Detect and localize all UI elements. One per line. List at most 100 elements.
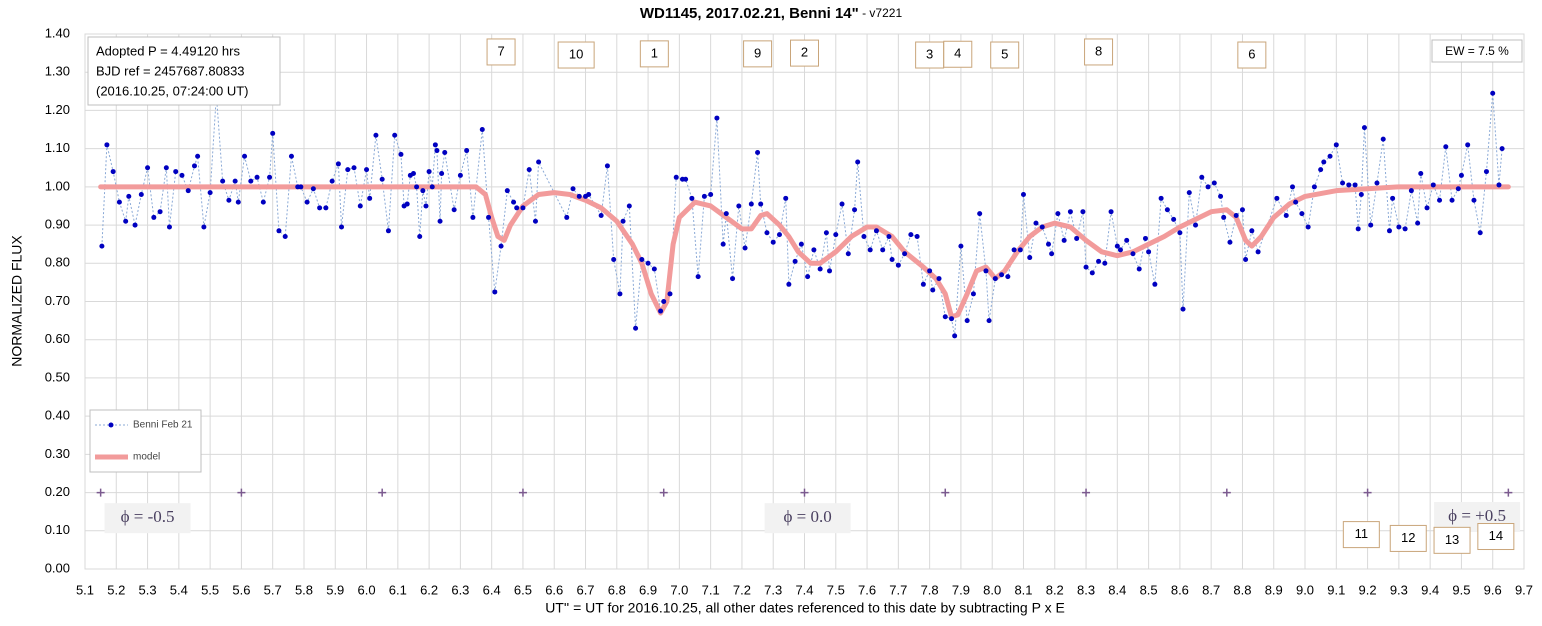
dip-label: 14 (1489, 528, 1503, 543)
data-point (351, 165, 357, 171)
data-point (839, 201, 845, 207)
data-point (1067, 209, 1073, 215)
data-point (310, 186, 316, 192)
data-point (1005, 274, 1011, 280)
y-tick-label: 1.30 (45, 64, 70, 79)
data-point (426, 169, 432, 175)
data-point (1396, 224, 1402, 230)
data-point (1352, 182, 1358, 188)
data-point (1039, 224, 1045, 230)
data-point (1046, 241, 1052, 247)
legend-label: model (133, 452, 160, 463)
data-point (1096, 258, 1102, 264)
data-point (126, 193, 132, 199)
x-axis-label: UT'' = UT for 2016.10.25, all other date… (545, 600, 1065, 616)
data-point (708, 192, 714, 197)
dip-label: 13 (1445, 532, 1459, 547)
x-tick-label: 5.1 (76, 582, 94, 597)
data-point (1274, 195, 1280, 201)
x-tick-label: 5.7 (264, 582, 282, 597)
data-point (776, 232, 782, 238)
data-point (163, 165, 169, 171)
data-point (260, 199, 266, 205)
data-point (620, 218, 626, 224)
data-point (1152, 281, 1158, 287)
data-point (742, 245, 748, 251)
data-point (1221, 214, 1227, 220)
data-point (145, 165, 151, 171)
x-tick-label: 6.5 (514, 582, 532, 597)
data-point (1358, 192, 1364, 197)
data-point (99, 243, 105, 249)
data-point (1249, 228, 1255, 234)
data-point (855, 159, 861, 165)
x-tick-label: 7.5 (827, 582, 845, 597)
x-tick-label: 7.3 (764, 582, 782, 597)
data-point (345, 167, 351, 173)
data-point (335, 161, 341, 167)
data-point (730, 276, 736, 282)
x-tick-label: 6.8 (608, 582, 626, 597)
data-point (1374, 180, 1380, 186)
data-point (1089, 270, 1095, 276)
data-point (288, 153, 294, 159)
data-point (514, 205, 520, 211)
phase-label-box (104, 503, 191, 534)
data-point (423, 203, 429, 209)
data-point (1496, 182, 1502, 188)
phase-marker (800, 488, 809, 497)
data-point (570, 186, 576, 192)
data-point (786, 281, 792, 287)
data-point (185, 188, 191, 194)
data-point (586, 192, 592, 197)
data-point (748, 201, 754, 207)
data-point (267, 174, 273, 180)
data-point (1311, 184, 1317, 190)
data-point (736, 203, 742, 209)
data-point (1055, 211, 1061, 217)
data-point (880, 247, 886, 253)
data-point (492, 289, 498, 295)
data-point (110, 169, 116, 175)
data-point (104, 142, 110, 148)
data-point (1061, 237, 1067, 243)
x-tick-label: 6.3 (451, 582, 469, 597)
x-tick-label: 8.6 (1171, 582, 1189, 597)
data-point (536, 159, 542, 165)
data-point (1477, 230, 1483, 236)
x-tick-label: 8.1 (1014, 582, 1032, 597)
data-point (983, 268, 989, 274)
dip-label-box (943, 40, 973, 68)
y-tick-label: 0.00 (45, 560, 70, 575)
data-point (964, 318, 970, 324)
data-point (1080, 209, 1086, 215)
x-tick-label: 6.2 (420, 582, 438, 597)
data-point (429, 184, 435, 190)
y-tick-label: 0.70 (45, 293, 70, 308)
x-tick-label: 9.3 (1390, 582, 1408, 597)
data-point (942, 314, 948, 320)
x-tick-label: 9.4 (1421, 582, 1439, 597)
data-point (1033, 220, 1039, 226)
data-point (667, 291, 673, 297)
data-point (432, 142, 438, 148)
data-point (157, 209, 163, 215)
data-point (908, 232, 914, 238)
data-point (1158, 195, 1164, 201)
data-point (1227, 239, 1233, 245)
data-point (373, 132, 379, 138)
data-point (138, 192, 144, 197)
phase-label: ϕ = +0.5 (1448, 506, 1506, 525)
legend-swatch (108, 422, 114, 428)
data-point (639, 256, 645, 262)
data-point (470, 214, 476, 220)
data-point (661, 299, 667, 304)
data-point (683, 176, 689, 182)
data-point (1346, 182, 1352, 188)
x-tick-label: 8.2 (1046, 582, 1064, 597)
data-point (723, 211, 729, 217)
dip-label-box (1477, 523, 1515, 551)
x-tick-label: 8.8 (1233, 582, 1251, 597)
data-point (783, 195, 789, 201)
x-tick-label: 9.0 (1296, 582, 1314, 597)
